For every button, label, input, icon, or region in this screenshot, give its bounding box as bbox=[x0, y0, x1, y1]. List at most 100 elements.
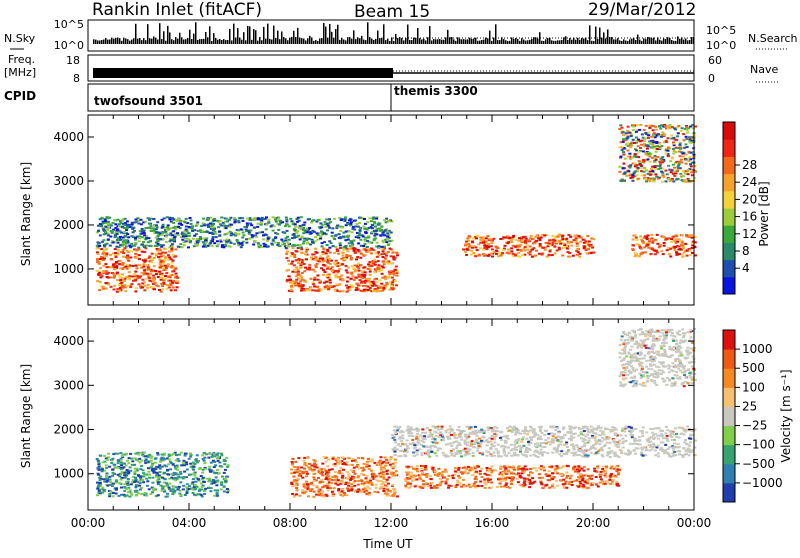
echo-cell bbox=[131, 228, 134, 230]
echo-cell bbox=[245, 238, 248, 240]
noise-bar bbox=[173, 40, 175, 44]
echo-cell bbox=[102, 461, 105, 463]
colorbar-tick-label: 16 bbox=[742, 210, 757, 224]
echo-cell bbox=[128, 275, 131, 277]
echo-cell bbox=[308, 264, 311, 266]
echo-cell bbox=[637, 178, 640, 180]
noise-bar bbox=[373, 40, 375, 44]
echo-cell bbox=[140, 493, 143, 495]
echo-cell bbox=[260, 221, 263, 223]
echo-cell bbox=[339, 230, 342, 232]
echo-cell bbox=[138, 254, 141, 256]
echo-cell bbox=[217, 243, 220, 245]
noise-bar bbox=[177, 39, 179, 44]
echo-cell bbox=[190, 219, 193, 221]
echo-cell bbox=[643, 129, 646, 131]
echo-cell bbox=[294, 282, 297, 284]
echo-cell bbox=[118, 495, 121, 497]
echo-cell bbox=[341, 279, 344, 281]
colorbar-block bbox=[723, 174, 735, 192]
echo-cell bbox=[159, 468, 162, 470]
echo-cell bbox=[604, 480, 607, 482]
echo-cell bbox=[304, 491, 307, 493]
echo-cell bbox=[302, 285, 305, 287]
echo-cell bbox=[173, 268, 176, 270]
echo-cell bbox=[501, 478, 504, 480]
echo-cell bbox=[641, 133, 644, 135]
echo-cell bbox=[414, 485, 417, 487]
echo-cell bbox=[647, 137, 650, 139]
echo-cell bbox=[548, 466, 551, 468]
noise-bar bbox=[457, 37, 459, 44]
echo-cell bbox=[483, 247, 486, 249]
echo-cell bbox=[193, 475, 196, 477]
noise-bar bbox=[175, 37, 177, 44]
echo-cell bbox=[395, 284, 398, 286]
echo-cell bbox=[286, 224, 289, 226]
echo-cell bbox=[148, 280, 151, 282]
echo-cell bbox=[345, 464, 348, 466]
echo-cell bbox=[303, 263, 306, 265]
echo-cell bbox=[499, 238, 502, 240]
noise-bar bbox=[261, 40, 263, 44]
echo-cell bbox=[490, 482, 493, 484]
echo-cell bbox=[246, 224, 249, 226]
echo-cell bbox=[337, 479, 340, 481]
echo-cell bbox=[360, 281, 363, 283]
echo-cell bbox=[176, 469, 179, 471]
echo-cell bbox=[373, 271, 376, 273]
echo-cell bbox=[649, 143, 652, 145]
echo-cell bbox=[107, 272, 110, 274]
echo-cell bbox=[105, 226, 108, 228]
echo-cell bbox=[395, 470, 398, 472]
echo-cell bbox=[208, 478, 211, 480]
cpid-mode-1: twofsound 3501 bbox=[94, 94, 203, 108]
echo-cell bbox=[357, 484, 360, 486]
noise-bar bbox=[415, 38, 417, 44]
freq-left-tick-bottom: 8 bbox=[73, 72, 80, 85]
echo-cell bbox=[290, 289, 293, 291]
echo-cell bbox=[118, 284, 121, 286]
y-tick-label: 2000 bbox=[53, 218, 84, 232]
echo-cell bbox=[113, 236, 116, 238]
noise-bar bbox=[381, 38, 383, 44]
echo-cell bbox=[608, 447, 611, 449]
echo-cell bbox=[122, 249, 125, 251]
echo-cell bbox=[420, 475, 423, 477]
echo-cell bbox=[468, 236, 471, 238]
echo-cell bbox=[388, 477, 391, 479]
echo-cell bbox=[666, 173, 669, 175]
echo-cell bbox=[371, 461, 374, 463]
echo-cell bbox=[118, 263, 121, 265]
echo-cell bbox=[632, 129, 635, 131]
echo-cell bbox=[310, 278, 313, 280]
echo-cell bbox=[365, 278, 368, 280]
echo-cell bbox=[192, 238, 195, 240]
echo-cell bbox=[175, 273, 178, 275]
echo-cell bbox=[327, 490, 330, 492]
echo-cell bbox=[408, 487, 411, 489]
velocity-echoes bbox=[96, 328, 697, 498]
echo-cell bbox=[468, 484, 471, 486]
echo-cell bbox=[373, 259, 376, 261]
echo-cell bbox=[633, 171, 636, 173]
echo-cell bbox=[643, 140, 646, 142]
echo-cell bbox=[680, 240, 683, 242]
echo-cell bbox=[258, 232, 261, 234]
echo-cell bbox=[378, 245, 381, 247]
echo-cell bbox=[347, 490, 350, 492]
echo-cell bbox=[523, 478, 526, 480]
echo-cell bbox=[457, 475, 460, 477]
echo-cell bbox=[124, 495, 127, 497]
echo-cell bbox=[644, 137, 647, 139]
echo-cell bbox=[204, 239, 207, 241]
echo-cell bbox=[648, 127, 651, 129]
echo-cell bbox=[198, 468, 201, 470]
echo-cell bbox=[541, 247, 544, 249]
echo-cell bbox=[517, 468, 520, 470]
echo-cell bbox=[293, 269, 296, 271]
echo-cell bbox=[387, 263, 390, 265]
echo-cell bbox=[174, 289, 177, 291]
echo-cell bbox=[216, 493, 219, 495]
